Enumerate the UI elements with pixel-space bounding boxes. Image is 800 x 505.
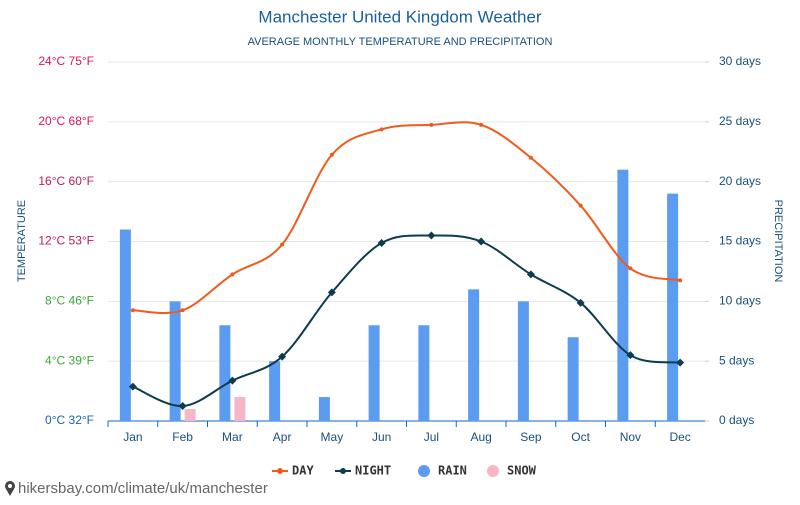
x-tick-label: Aug [470,430,491,444]
marker [628,266,633,271]
marker [280,242,285,247]
legend-label: DAY [292,464,314,478]
x-tick-label: Apr [273,430,292,444]
marker [130,308,135,313]
y2-tick-label: 5 days [719,353,754,367]
legend-swatch [418,465,430,477]
marker [278,352,287,361]
bar [517,301,529,421]
y2-tick-label: 20 days [719,174,761,188]
x-tick-label: Jan [123,430,142,444]
legend-swatch [487,465,499,477]
bar [184,409,196,421]
y-tick-label: 20°C 68°F [38,114,94,128]
source-icon [5,481,15,496]
marker [180,308,185,313]
y2-tick-label: 10 days [719,294,761,308]
legend-swatch [340,468,346,474]
bar [234,397,246,421]
marker [379,127,384,132]
bar [468,289,480,421]
marker [178,402,187,411]
marker [230,272,235,277]
marker [327,288,336,297]
bar [169,301,181,421]
legend-label: NIGHT [355,464,391,478]
bar [567,337,579,421]
marker [477,237,486,246]
bar [269,361,281,421]
x-tick-label: May [321,430,344,444]
y-tick-label: 0°C 32°F [45,413,94,427]
bar [318,397,330,421]
marker [626,351,635,360]
bar [667,193,679,421]
marker [678,278,683,283]
marker [429,122,434,127]
x-tick-label: Feb [172,430,193,444]
bar [119,229,131,421]
x-tick-label: Nov [620,430,641,444]
bar [418,325,430,421]
source-link[interactable]: hikersbay.com/climate/uk/manchester [18,480,268,497]
y2-tick-label: 15 days [719,234,761,248]
bar [617,169,629,421]
marker [578,203,583,208]
x-tick-label: Dec [669,430,690,444]
x-tick-label: Jul [424,430,439,444]
legend-swatch [277,468,283,474]
y2-tick-label: 0 days [719,413,754,427]
marker [228,376,237,385]
y2-tick-label: 25 days [719,114,761,128]
y-tick-label: 4°C 39°F [45,353,94,367]
marker [427,231,436,240]
chart-title: Manchester United Kingdom Weather [258,7,542,26]
y2-tick-label: 30 days [719,54,761,68]
y-axis-title: TEMPERATURE [16,200,28,282]
marker [479,122,484,127]
y2-axis-title: PRECIPITATION [772,200,784,283]
bar [219,325,231,421]
marker [676,358,685,367]
y-tick-label: 24°C 75°F [38,54,94,68]
legend-label: SNOW [507,464,537,478]
x-tick-label: Jun [372,430,391,444]
marker [329,152,334,157]
marker [377,238,386,247]
x-tick-label: Mar [222,430,243,444]
legend-label: RAIN [438,464,467,478]
marker [528,155,533,160]
chart-subtitle: AVERAGE MONTHLY TEMPERATURE AND PRECIPIT… [248,36,553,48]
line [132,234,681,408]
y-tick-label: 12°C 53°F [38,234,94,248]
marker [128,382,137,391]
y-tick-label: 8°C 46°F [45,294,94,308]
x-tick-label: Oct [571,430,590,444]
marker [576,298,585,307]
line [132,121,681,314]
x-tick-label: Sep [520,430,542,444]
y-tick-label: 16°C 60°F [38,174,94,188]
marker [526,270,535,279]
bar [368,325,380,421]
